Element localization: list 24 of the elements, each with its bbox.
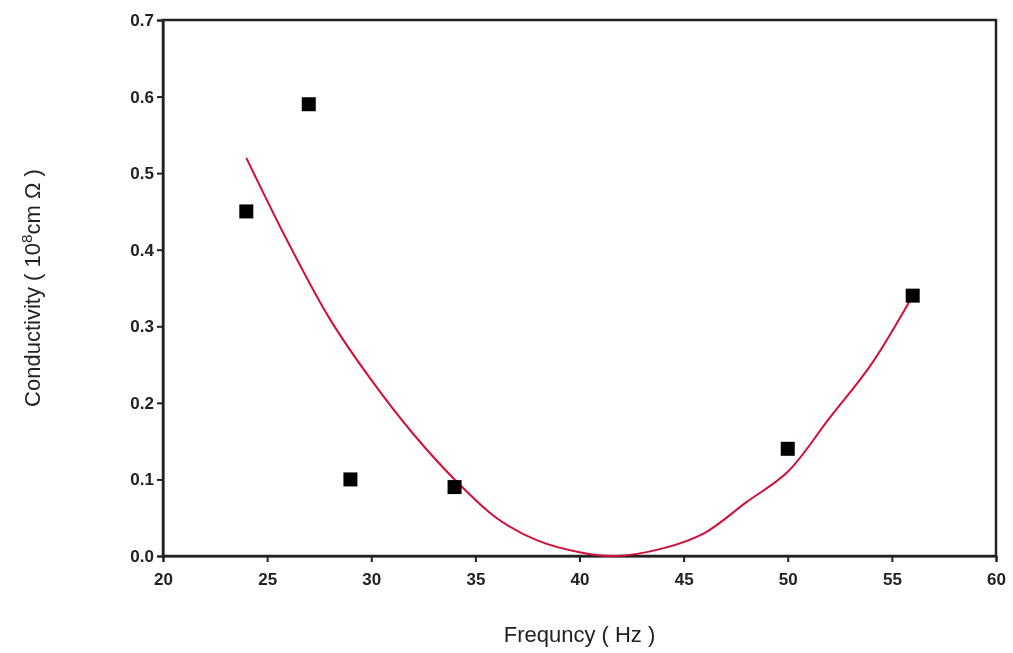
x-tick-label: 50 bbox=[778, 570, 798, 590]
point bbox=[301, 97, 316, 112]
point bbox=[239, 204, 254, 219]
y-tick-label: 0.3 bbox=[130, 317, 154, 337]
y-tick-label: 0.6 bbox=[130, 87, 154, 107]
point bbox=[905, 288, 920, 303]
y-tick-label: 0.2 bbox=[130, 393, 154, 413]
x-tick-label: 35 bbox=[466, 570, 486, 590]
y-tick-label: 0.5 bbox=[130, 164, 154, 184]
x-tick-label: 60 bbox=[987, 570, 1006, 590]
point bbox=[343, 472, 358, 487]
y-tick-label: 0.7 bbox=[130, 10, 154, 30]
x-tick-label: 25 bbox=[258, 570, 278, 590]
point bbox=[780, 441, 795, 456]
x-tick-label: 40 bbox=[570, 570, 590, 590]
x-tick-label: 20 bbox=[154, 570, 173, 590]
x-tick-label: 30 bbox=[362, 570, 382, 590]
x-axis-title: Frequncy ( Hz ) bbox=[503, 622, 656, 647]
point bbox=[447, 480, 462, 495]
y-tick-label: 0.1 bbox=[130, 470, 154, 490]
x-tick-label: 45 bbox=[674, 570, 694, 590]
y-tick-label: 0.4 bbox=[130, 240, 155, 260]
y-tick-label: 0.0 bbox=[130, 546, 154, 566]
x-tick-label: 55 bbox=[882, 570, 902, 590]
